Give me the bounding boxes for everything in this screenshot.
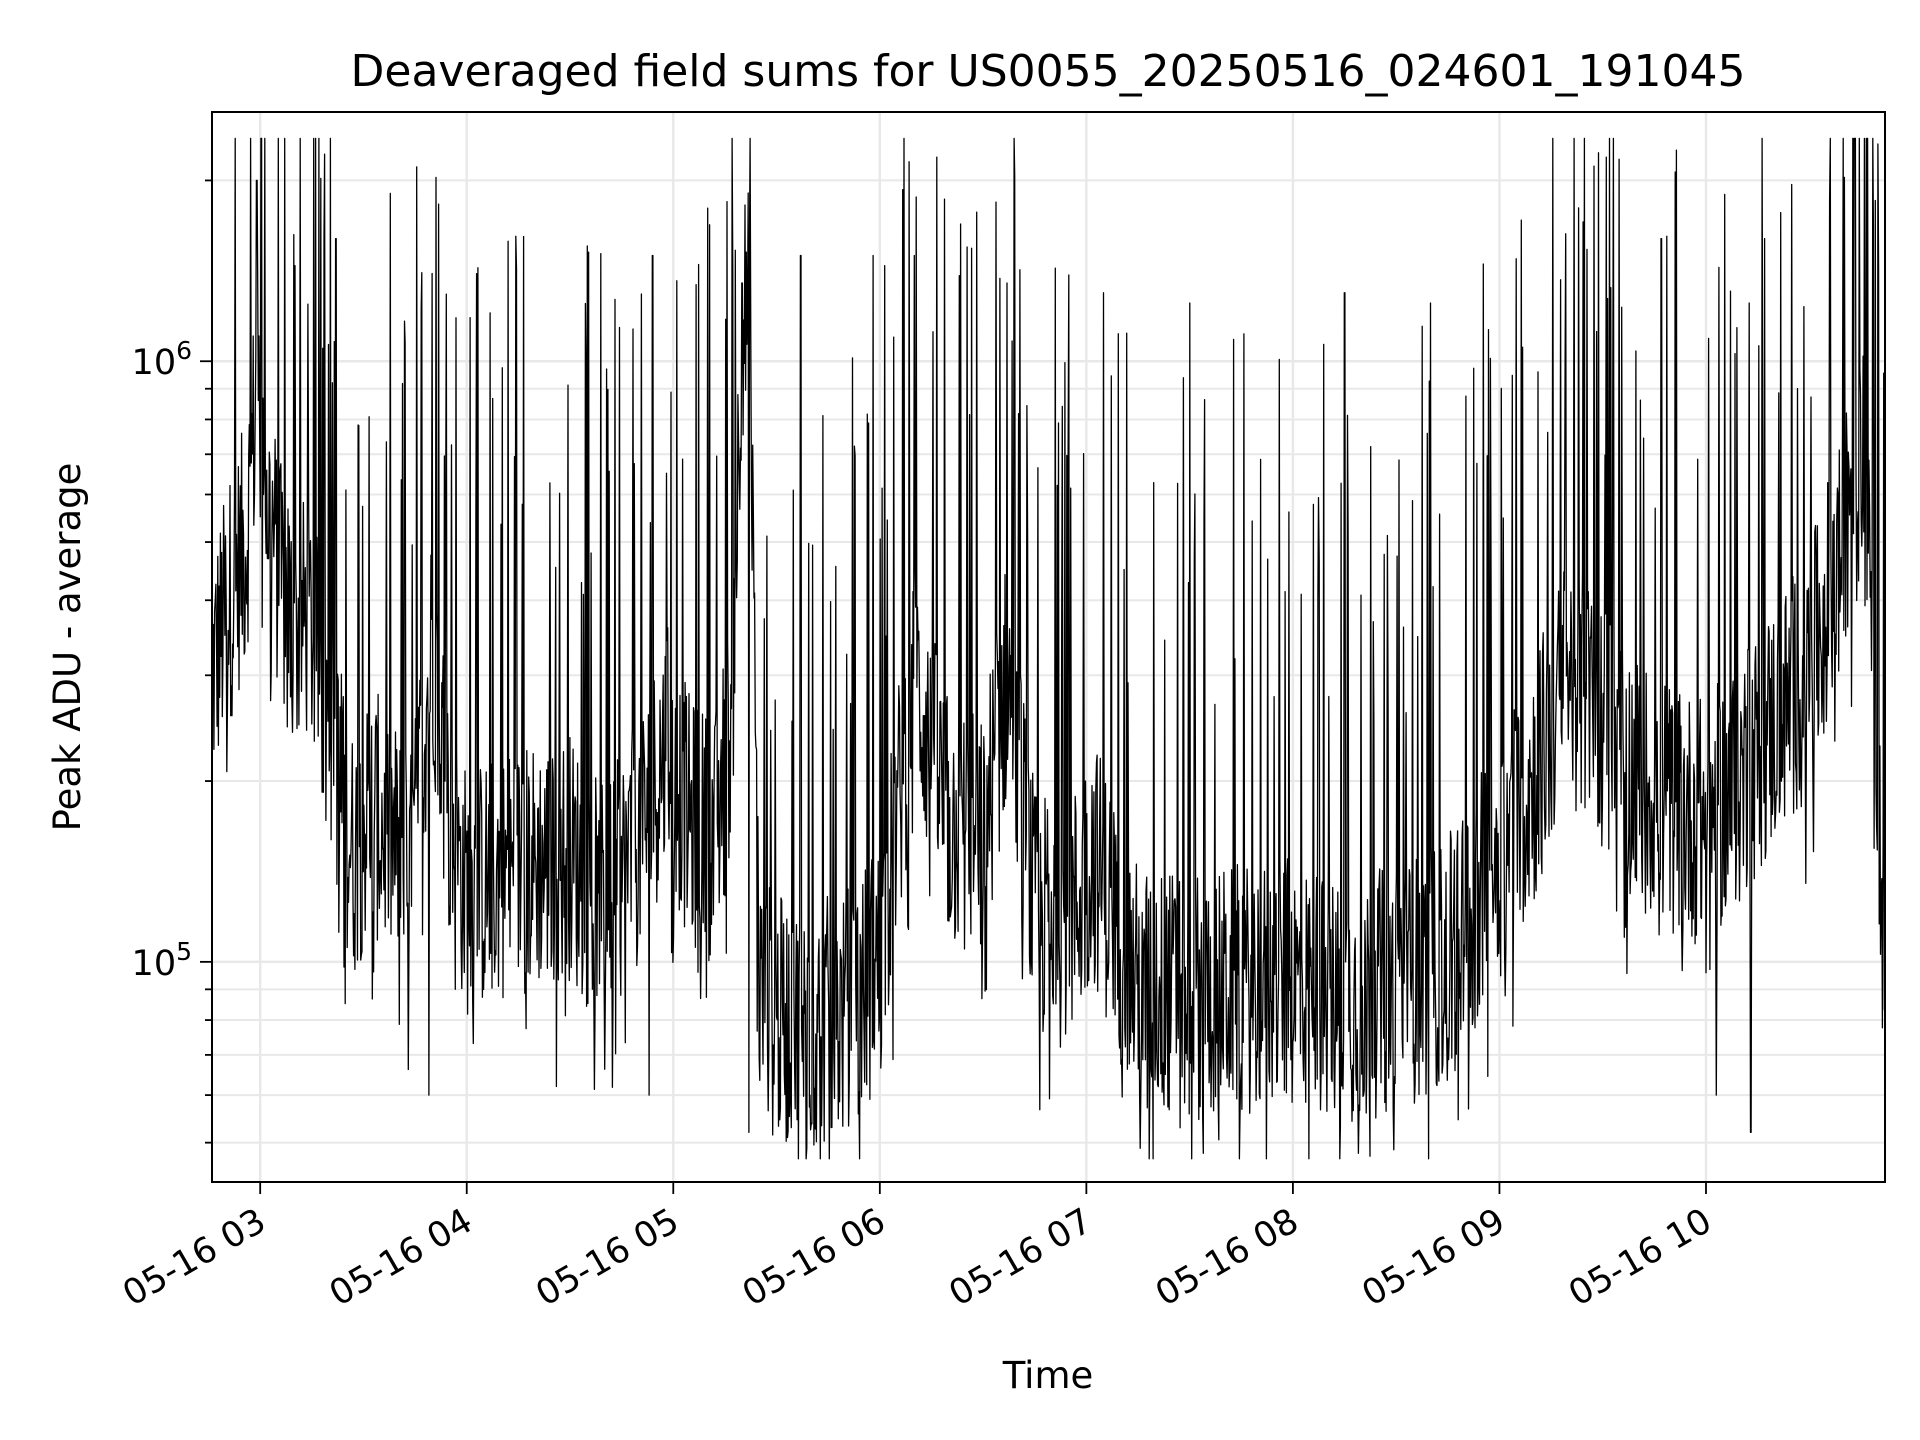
y-tick-label: 105 [132,937,192,984]
y-axis-label: Peak ADU - average [46,463,89,832]
x-axis-label: Time [1002,1354,1094,1397]
plot-frame [211,111,1886,1183]
chart-title: Deaveraged field sums for US0055_2025051… [351,46,1746,97]
y-tick-label: 106 [132,336,192,383]
series-line [211,137,1886,1160]
series-layer [211,137,1886,1160]
